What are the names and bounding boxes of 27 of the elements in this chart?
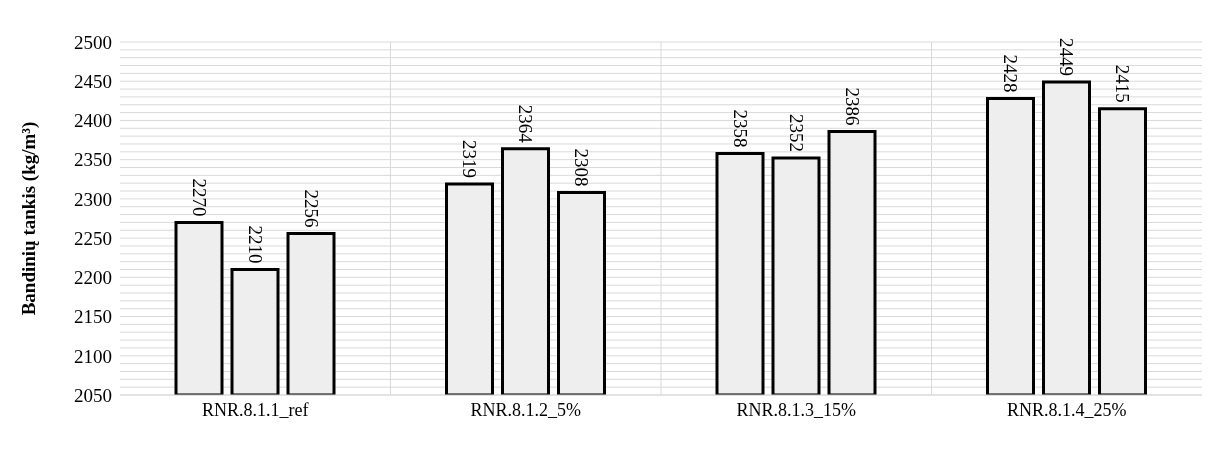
data-label: 2256 <box>300 189 322 228</box>
data-label: 2319 <box>459 139 480 178</box>
y-tick-label: 2050 <box>74 384 112 406</box>
x-tick-label: RNR.8.1.2_5% <box>470 399 582 420</box>
data-label: 2210 <box>244 225 266 264</box>
y-tick-label: 2500 <box>74 31 112 53</box>
data-label: 2358 <box>729 109 751 148</box>
data-label: 2415 <box>1112 64 1133 103</box>
y-tick-label: 2450 <box>74 70 112 92</box>
x-tick-label: RNR.8.1.3_15% <box>736 399 857 420</box>
data-label: 2308 <box>571 148 592 187</box>
data-label: 2428 <box>1000 54 1021 93</box>
data-label: 2449 <box>1056 38 1077 77</box>
y-tick-label: 2300 <box>74 188 112 210</box>
data-label: 2364 <box>515 104 536 144</box>
data-label: 2352 <box>785 114 807 153</box>
x-tick-label: RNR.8.1.1_ref <box>202 399 309 420</box>
y-axis-title: Bandinių tankis (kg/m³) <box>17 121 40 316</box>
y-tick-label: 2150 <box>74 306 112 328</box>
x-tick-label: RNR.8.1.4_25% <box>1006 399 1127 420</box>
y-tick-label: 2350 <box>74 149 112 171</box>
y-tick-label: 2200 <box>74 267 112 289</box>
y-tick-label: 2250 <box>74 227 112 249</box>
y-tick-label: 2100 <box>74 345 112 367</box>
y-tick-label: 2400 <box>74 110 112 132</box>
data-label: 2386 <box>841 87 863 126</box>
data-label: 2270 <box>188 178 210 217</box>
